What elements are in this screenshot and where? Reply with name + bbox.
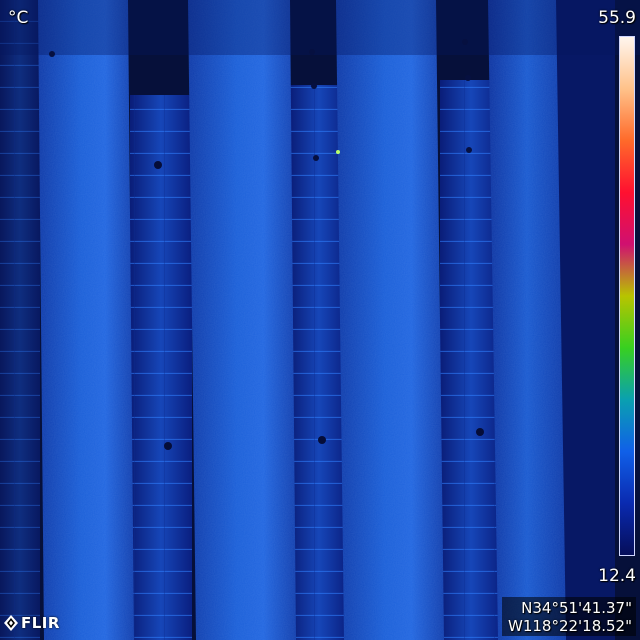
temperature-colorbar xyxy=(619,36,635,556)
gps-coordinates: N34°51'41.37" W118°22'18.52" xyxy=(501,597,636,636)
gps-latitude: N34°51'41.37" xyxy=(521,599,632,617)
brand-logo: FLIR xyxy=(4,614,60,632)
flir-logo-icon xyxy=(4,615,18,631)
gps-longitude: W118°22'18.52" xyxy=(507,617,632,635)
scale-max-value: 55.9 xyxy=(598,8,636,28)
scale-min-value: 12.4 xyxy=(598,566,636,586)
brand-name: FLIR xyxy=(21,614,60,632)
temperature-unit-label: °C xyxy=(8,8,29,28)
